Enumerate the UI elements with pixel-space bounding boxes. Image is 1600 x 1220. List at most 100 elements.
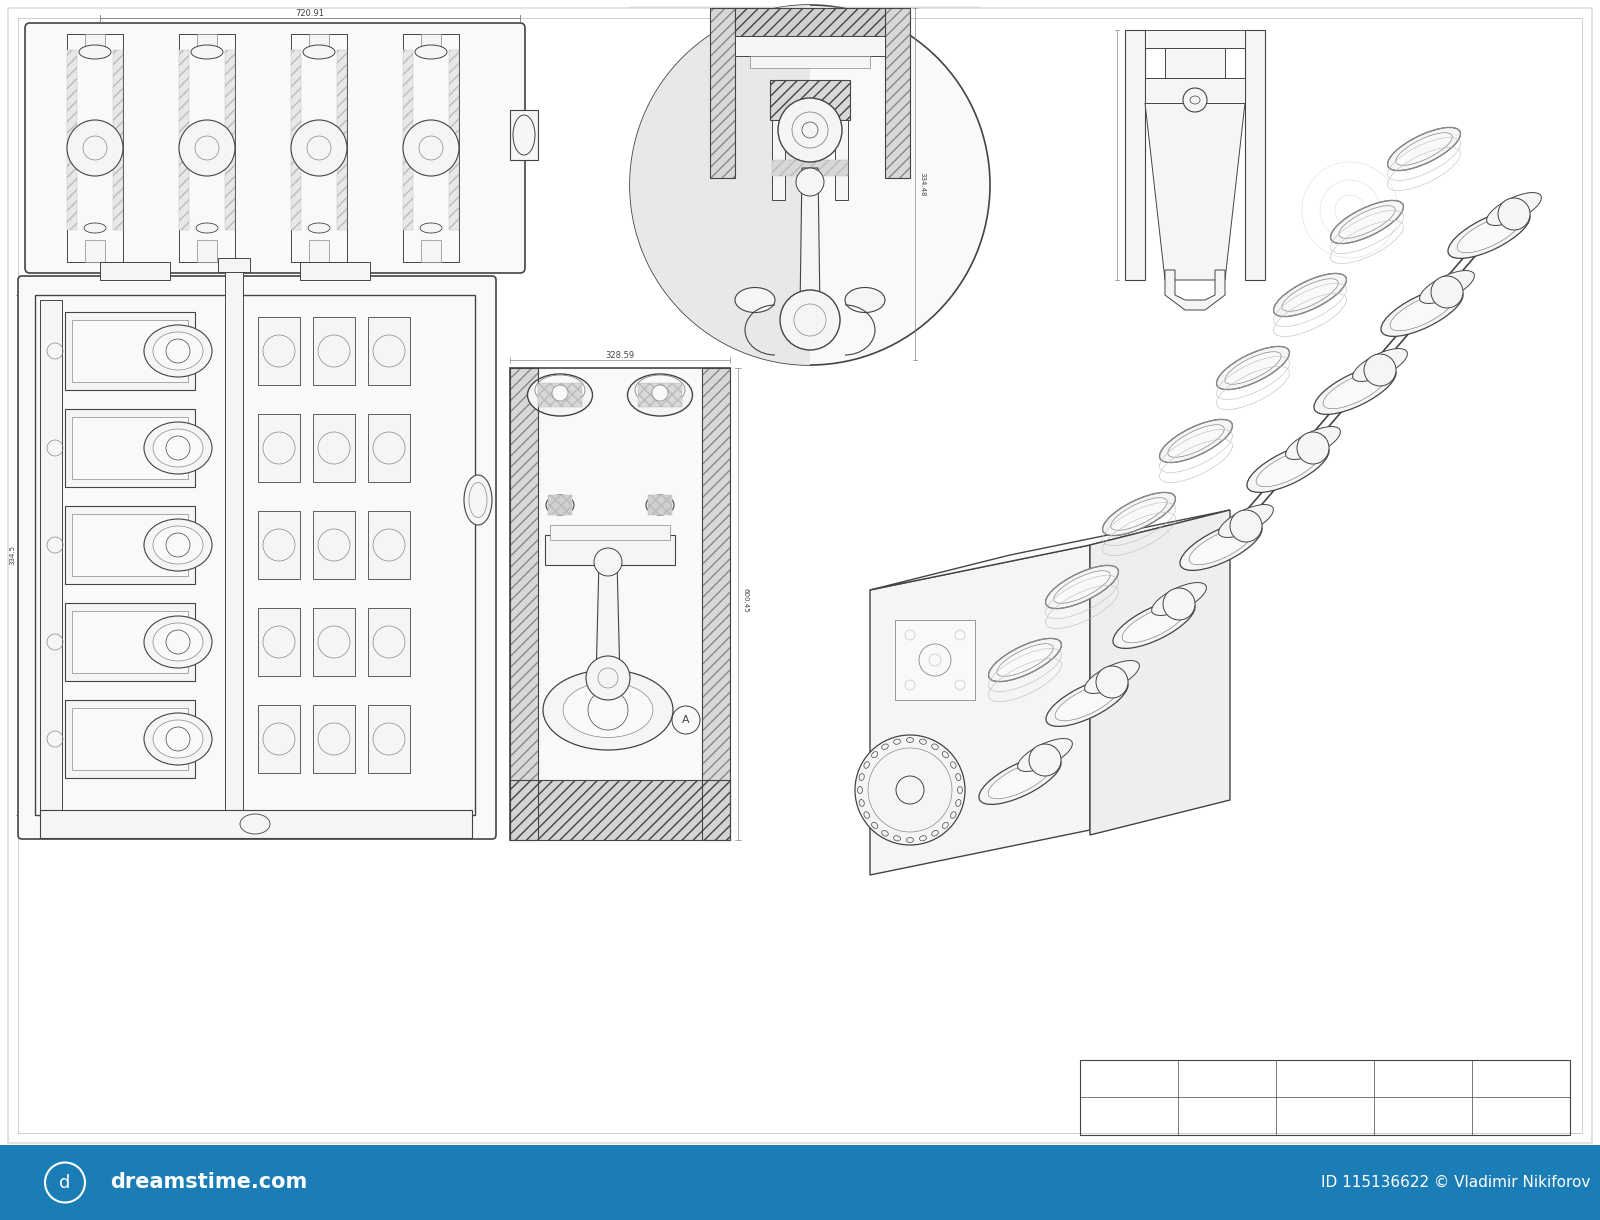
Bar (66, 409, 195, 487)
Bar (72, 417, 189, 479)
Bar (51, 34, 507, 262)
Ellipse shape (859, 773, 864, 781)
Ellipse shape (989, 638, 1061, 682)
Ellipse shape (920, 739, 926, 744)
Circle shape (552, 386, 568, 401)
Ellipse shape (894, 836, 901, 841)
Circle shape (291, 120, 347, 176)
Bar (99, 262, 170, 281)
Circle shape (403, 120, 459, 176)
Bar (72, 514, 189, 576)
Bar (550, 525, 670, 540)
Circle shape (67, 120, 123, 176)
Bar (30, 170, 46, 174)
Bar (258, 414, 301, 482)
Polygon shape (771, 120, 786, 200)
Bar (114, 50, 123, 231)
Bar (510, 780, 730, 841)
Bar (30, 181, 46, 185)
Bar (710, 9, 734, 178)
Bar (258, 608, 301, 676)
Ellipse shape (1110, 498, 1168, 531)
Ellipse shape (190, 45, 222, 59)
Bar (1165, 48, 1226, 78)
Ellipse shape (1189, 527, 1253, 565)
Bar (421, 240, 442, 262)
Bar (218, 257, 250, 272)
Ellipse shape (920, 836, 926, 841)
Bar (30, 137, 46, 142)
Bar (30, 99, 46, 102)
Ellipse shape (542, 670, 674, 750)
Ellipse shape (154, 429, 203, 467)
Bar (30, 82, 46, 85)
Bar (30, 126, 46, 131)
Bar (30, 214, 46, 218)
Bar (30, 165, 46, 168)
Circle shape (1029, 744, 1061, 776)
Ellipse shape (997, 644, 1053, 676)
Ellipse shape (942, 822, 949, 828)
Ellipse shape (1274, 273, 1347, 316)
Bar (30, 71, 46, 74)
Bar (30, 77, 46, 81)
Circle shape (45, 1163, 85, 1203)
Ellipse shape (907, 738, 914, 743)
Ellipse shape (1331, 200, 1403, 244)
Text: ID 115136622 © Vladimir Nikiforov: ID 115136622 © Vladimir Nikiforov (1320, 1175, 1590, 1190)
Ellipse shape (195, 223, 218, 233)
Ellipse shape (563, 682, 653, 738)
Bar (30, 104, 46, 109)
Ellipse shape (1179, 522, 1262, 571)
Bar (72, 611, 189, 673)
Circle shape (1498, 198, 1530, 231)
Bar (1125, 30, 1146, 281)
Wedge shape (630, 5, 810, 365)
Ellipse shape (1352, 349, 1408, 382)
Bar (450, 50, 459, 231)
Ellipse shape (1419, 271, 1474, 304)
Circle shape (1163, 588, 1195, 620)
Ellipse shape (1256, 449, 1320, 487)
Bar (258, 317, 301, 386)
Bar (67, 34, 123, 262)
Ellipse shape (144, 712, 211, 765)
Bar (291, 50, 301, 231)
Bar (30, 115, 46, 120)
Bar (510, 110, 538, 160)
Bar (30, 38, 46, 41)
Ellipse shape (154, 623, 203, 661)
Bar (510, 368, 538, 841)
Bar (67, 50, 77, 231)
Bar (35, 295, 475, 815)
Bar (734, 9, 885, 37)
FancyBboxPatch shape (26, 23, 525, 273)
Bar (30, 49, 46, 52)
Ellipse shape (864, 761, 869, 769)
Ellipse shape (78, 45, 110, 59)
Bar (368, 511, 410, 580)
Ellipse shape (1314, 366, 1397, 415)
Bar (30, 110, 46, 113)
Circle shape (1430, 276, 1462, 307)
Ellipse shape (464, 475, 493, 525)
Bar (30, 66, 46, 70)
Bar (638, 383, 682, 407)
Bar (29, 37, 48, 235)
Ellipse shape (154, 526, 203, 564)
Bar (734, 37, 885, 56)
Bar (421, 34, 442, 56)
Circle shape (1363, 354, 1395, 386)
Bar (30, 159, 46, 163)
Ellipse shape (950, 811, 957, 819)
Bar (30, 55, 46, 59)
Ellipse shape (957, 787, 963, 793)
Bar (226, 260, 243, 820)
Bar (702, 368, 730, 841)
Polygon shape (1082, 677, 1117, 692)
Bar (538, 383, 582, 407)
Bar (72, 708, 189, 770)
Bar (1146, 30, 1245, 48)
Bar (258, 511, 301, 580)
Circle shape (179, 120, 235, 176)
